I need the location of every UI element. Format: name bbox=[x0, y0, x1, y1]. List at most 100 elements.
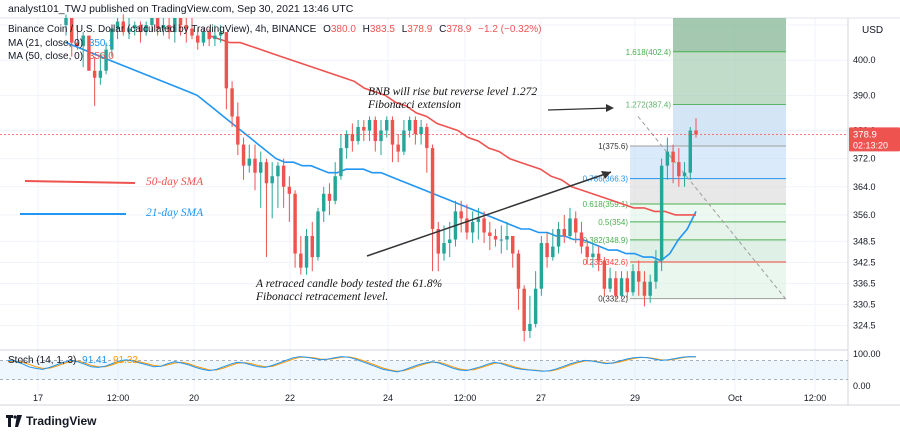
time-tick-label: 27 bbox=[536, 393, 546, 403]
candle-body bbox=[522, 288, 526, 331]
time-tick-label: 12:00 bbox=[454, 393, 477, 403]
candle-body bbox=[373, 119, 377, 142]
candle-body bbox=[539, 243, 544, 289]
stoch-k-line bbox=[7, 356, 697, 373]
tradingview-logo-text: TradingView bbox=[26, 414, 97, 428]
candle-body bbox=[270, 176, 274, 184]
ohlc-high-label: H bbox=[362, 24, 370, 35]
ma21-legend-label: MA (21, close, 0) bbox=[8, 38, 84, 49]
stoch-d-value: 91.32 bbox=[112, 355, 138, 366]
time-tick-label: 12:00 bbox=[804, 393, 827, 403]
candle-body bbox=[201, 32, 206, 43]
candle-body bbox=[413, 119, 418, 135]
candle-body bbox=[619, 278, 624, 296]
candle-body bbox=[511, 236, 515, 254]
stoch-d-line bbox=[7, 356, 697, 372]
candle-body bbox=[138, 25, 143, 33]
candle-body bbox=[442, 243, 446, 254]
candle-body bbox=[677, 162, 681, 177]
candle-body bbox=[64, 18, 68, 26]
candle-body bbox=[591, 253, 595, 258]
fib-zone bbox=[630, 178, 786, 205]
extension-arrow-head bbox=[606, 104, 614, 112]
candle-body bbox=[625, 278, 629, 293]
candle-body bbox=[379, 130, 383, 142]
candle-body bbox=[654, 260, 658, 282]
candle-body bbox=[551, 246, 555, 258]
fib-level-label: 0.382(348.9) bbox=[583, 236, 629, 245]
candle-body bbox=[110, 28, 114, 50]
candle-body bbox=[339, 148, 343, 177]
fib-level-label: 1(375.6) bbox=[598, 142, 628, 151]
annotation-retrace-line2: Fibonacci retracement level. bbox=[256, 291, 389, 303]
candle-body bbox=[150, 18, 154, 26]
fib-zone bbox=[630, 221, 786, 240]
candle-body bbox=[476, 218, 481, 222]
candle-body bbox=[178, 18, 183, 26]
candle-body bbox=[327, 193, 332, 201]
time-tick-label: 12:00 bbox=[107, 393, 130, 403]
candle-body bbox=[144, 25, 148, 33]
candle-body bbox=[528, 323, 532, 331]
candle-body bbox=[642, 281, 647, 296]
candle-body bbox=[614, 278, 618, 296]
fib-level-label: 0.786(366.3) bbox=[583, 175, 629, 184]
price-tick-label: 348.5 bbox=[853, 236, 876, 246]
ma50-callout-line bbox=[24, 180, 136, 184]
fib-level-label: 0(332.2) bbox=[598, 295, 628, 304]
annotation-bnb-rise: BNB will rise but reverse level 1.272 Fi… bbox=[368, 86, 537, 112]
candle-body bbox=[385, 119, 389, 131]
stoch-k-value: 91.41 bbox=[82, 355, 108, 366]
ma50-legend[interactable]: MA (50, close, 0) 356.0 bbox=[8, 51, 114, 62]
candle-body bbox=[682, 172, 687, 177]
candle-body bbox=[362, 127, 366, 131]
annotation-ma21-label: 21-day SMA bbox=[146, 207, 204, 219]
candle-body bbox=[688, 130, 692, 173]
fib-level-label: 1.618(402.4) bbox=[626, 48, 672, 57]
candle-body bbox=[161, 25, 166, 29]
trend-arrow-head bbox=[601, 171, 611, 179]
candle-body bbox=[155, 18, 160, 29]
candle-body bbox=[81, 35, 85, 47]
candle-body bbox=[574, 218, 578, 233]
candle-body bbox=[133, 25, 137, 29]
annotation-bnb-rise-line2: Fibonacci extension bbox=[368, 99, 461, 111]
ohlc-open-label: O bbox=[323, 24, 331, 35]
fib-zone-top bbox=[673, 18, 786, 52]
candle-body bbox=[310, 236, 314, 258]
price-tick-label: 324.5 bbox=[853, 321, 876, 331]
symbol-name: Binance Coin / U.S. Dollar (calculated b… bbox=[8, 24, 317, 35]
ohlc-change: −1.2 (−0.32%) bbox=[478, 24, 542, 35]
ma50-legend-value: 356.0 bbox=[88, 51, 114, 62]
ma50-line bbox=[208, 34, 696, 216]
candle-body bbox=[259, 162, 263, 173]
candle-body bbox=[556, 228, 561, 247]
stoch-legend-label: Stoch (14, 1, 3) bbox=[8, 355, 77, 366]
candle-body bbox=[482, 218, 486, 233]
stoch-legend[interactable]: Stoch (14, 1, 3) 91.41 91.32 bbox=[8, 355, 138, 366]
ma21-legend[interactable]: MA (21, close, 0) 350.1 bbox=[8, 38, 114, 49]
fib-zone bbox=[630, 145, 786, 179]
candle-body bbox=[665, 151, 670, 166]
annotation-ma50-label: 50-day SMA bbox=[146, 176, 204, 188]
candle-body bbox=[70, 18, 74, 43]
fib-trend-line bbox=[637, 116, 787, 300]
candle-body bbox=[241, 144, 246, 166]
time-tick-label: 22 bbox=[285, 393, 295, 403]
ma21-line bbox=[65, 41, 697, 262]
ma50-legend-label: MA (50, close, 0) bbox=[8, 51, 84, 62]
candle-body bbox=[87, 35, 91, 71]
tradingview-logo[interactable]: TradingView bbox=[6, 414, 96, 428]
time-tick-label: 17 bbox=[33, 393, 43, 403]
candle-body bbox=[121, 21, 125, 33]
currency-label[interactable]: USD bbox=[862, 25, 884, 36]
ohlc-high: 383.5 bbox=[369, 24, 395, 35]
candle-body bbox=[533, 288, 538, 324]
candle-body bbox=[173, 18, 177, 33]
trend-arrow-line bbox=[366, 171, 612, 257]
candle-body bbox=[167, 25, 171, 33]
candle-body bbox=[316, 211, 320, 258]
stoch-tick-label: 100.00 bbox=[853, 349, 881, 359]
candle-body bbox=[299, 253, 303, 268]
